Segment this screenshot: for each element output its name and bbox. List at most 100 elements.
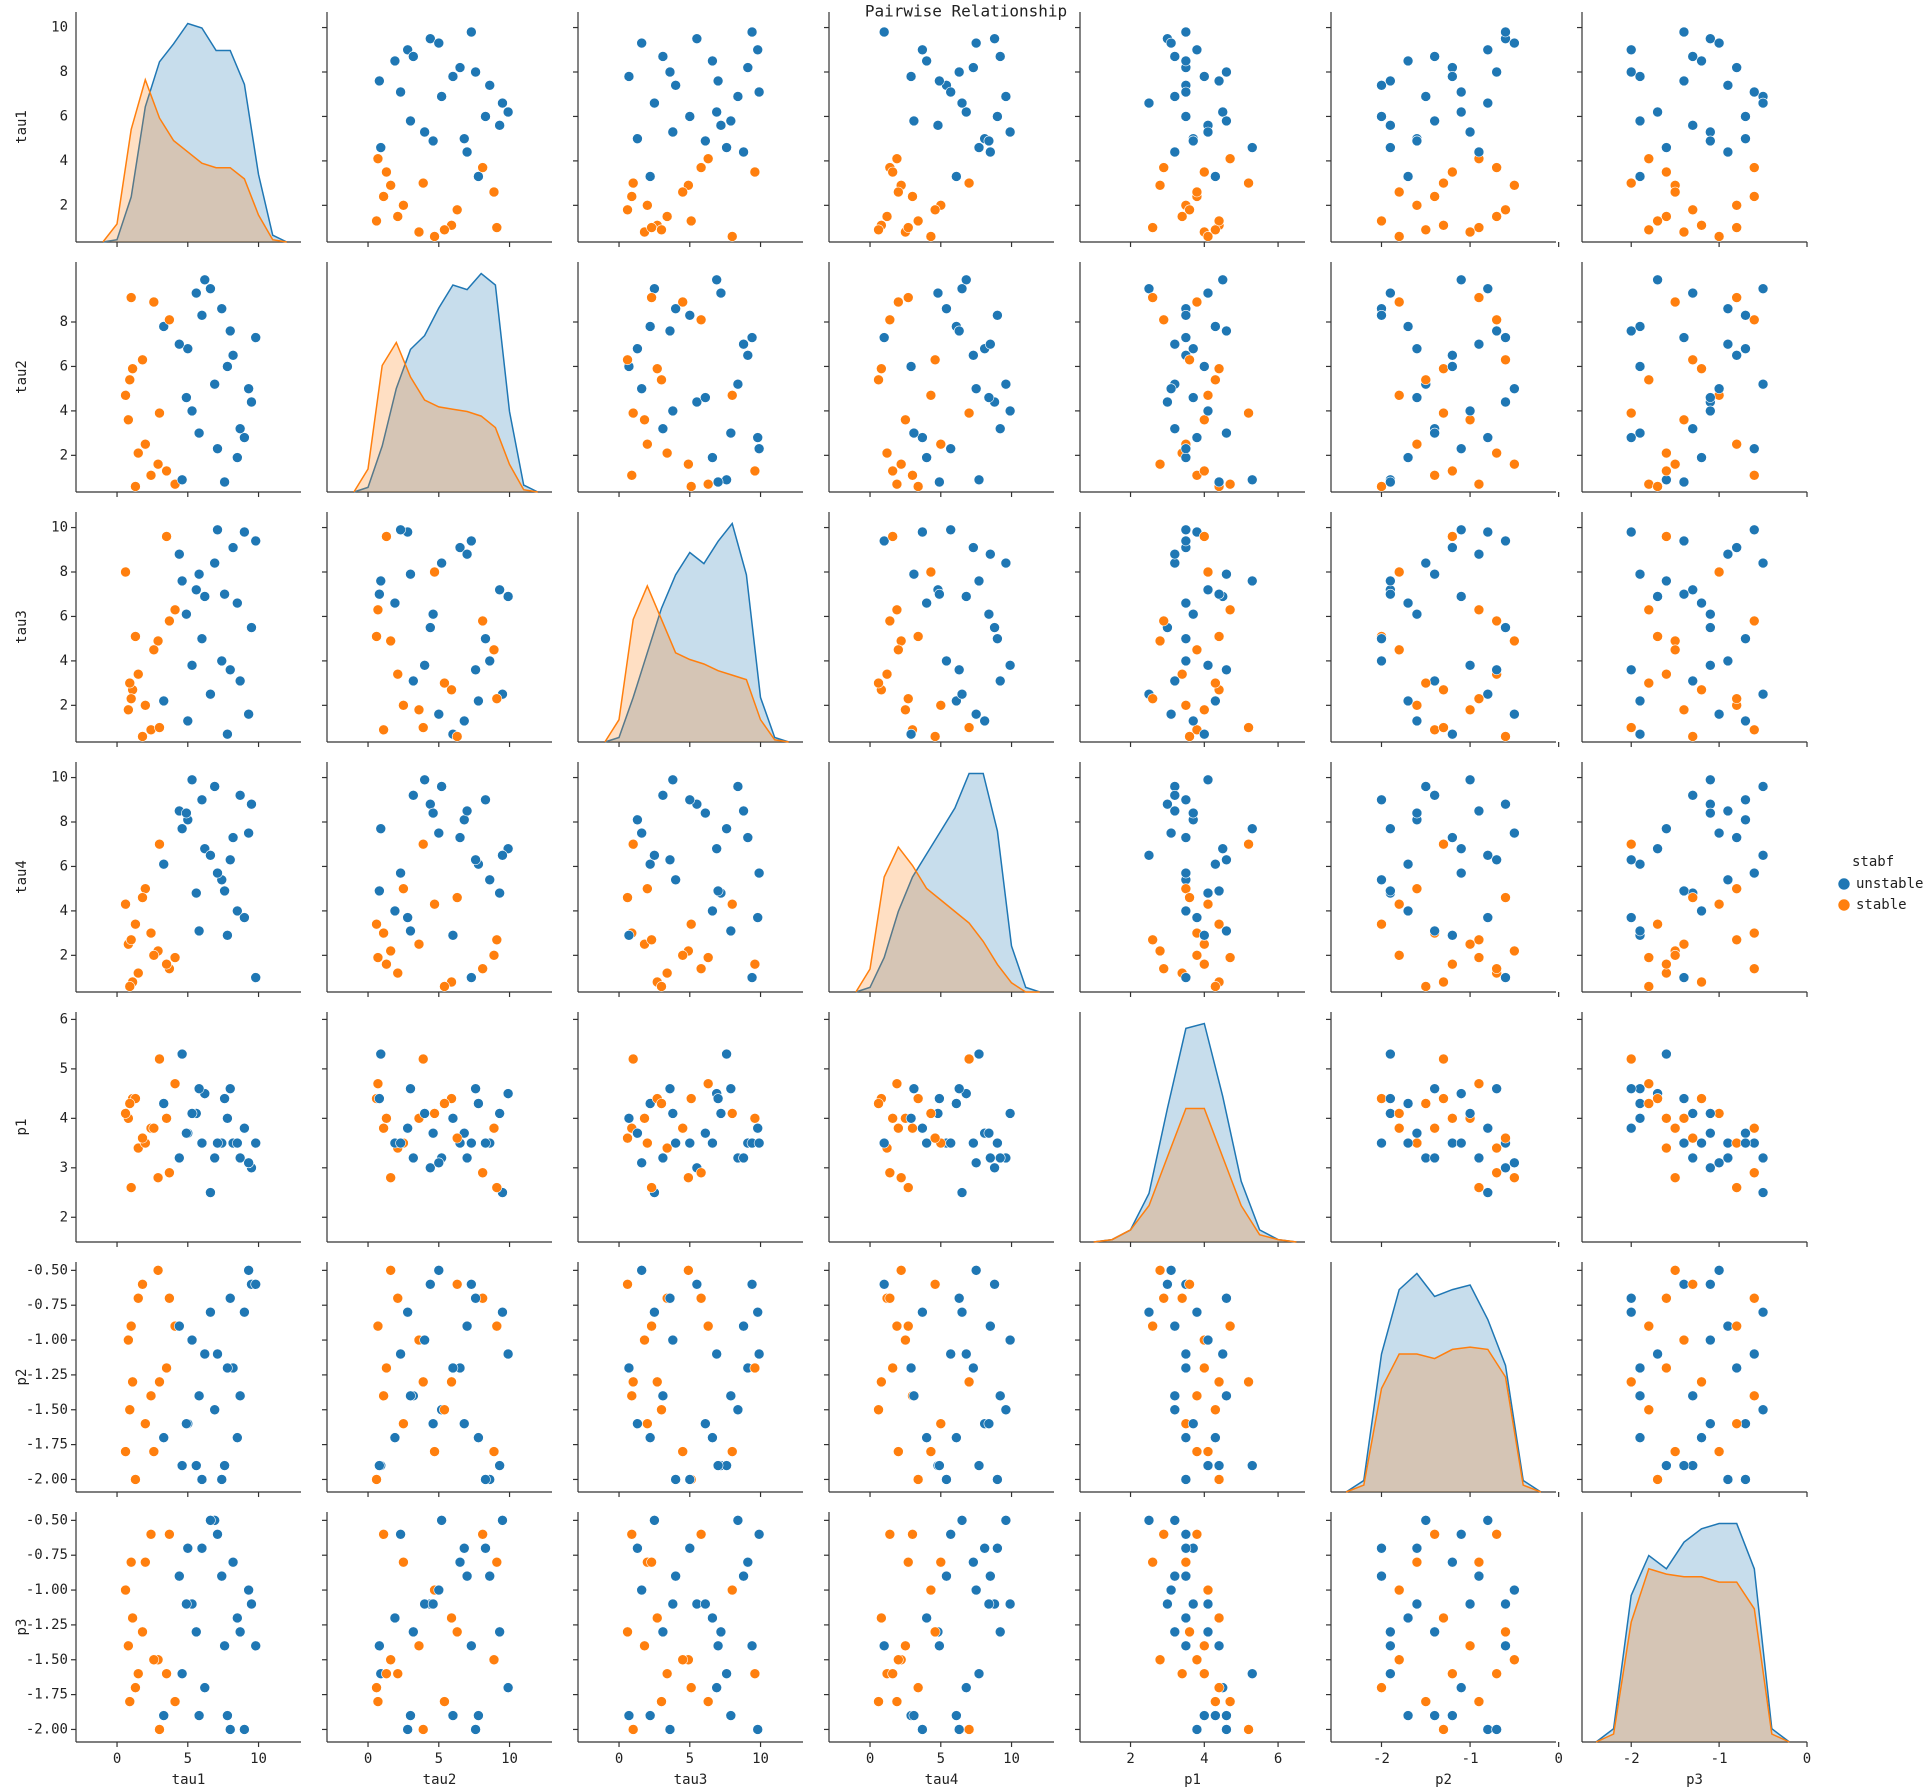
point: [148, 950, 160, 961]
point: [458, 715, 470, 727]
point: [1696, 1432, 1707, 1443]
point: [161, 1362, 172, 1374]
point: [749, 1113, 761, 1124]
point: [130, 918, 141, 930]
point: [132, 1668, 144, 1679]
point: [711, 106, 722, 118]
point: [1004, 1334, 1016, 1346]
point: [1669, 458, 1681, 470]
point: [1455, 843, 1467, 854]
point: [1491, 1724, 1502, 1735]
point: [1696, 220, 1707, 231]
point: [246, 622, 257, 633]
point: [1661, 531, 1672, 542]
point: [1748, 1390, 1760, 1402]
point: [239, 1122, 250, 1134]
point: [1187, 392, 1199, 403]
point: [907, 1529, 918, 1540]
point: [670, 1474, 681, 1485]
x-tick-label: 2: [1126, 1751, 1134, 1767]
point: [738, 146, 749, 158]
point: [1731, 1418, 1742, 1429]
point: [929, 1626, 941, 1638]
point: [466, 972, 477, 983]
point: [912, 1093, 924, 1104]
point: [378, 191, 389, 202]
point: [887, 465, 898, 477]
point: [623, 930, 635, 941]
point: [1482, 44, 1494, 56]
point: [123, 1334, 134, 1346]
point: [145, 927, 157, 939]
point: [1482, 1122, 1494, 1134]
point: [702, 952, 714, 963]
point: [670, 1137, 681, 1149]
point: [1696, 905, 1707, 917]
point: [1687, 1279, 1699, 1290]
point: [1482, 1515, 1494, 1526]
point: [127, 1612, 138, 1624]
point: [419, 126, 430, 138]
point: [1491, 963, 1502, 974]
point: [1213, 363, 1225, 374]
point: [1411, 1542, 1423, 1554]
point: [1169, 1320, 1181, 1332]
point: [1169, 423, 1181, 434]
point: [1393, 390, 1405, 401]
point: [239, 526, 250, 538]
point: [664, 1083, 676, 1094]
point: [963, 1053, 975, 1065]
point: [124, 1404, 136, 1416]
point: [1509, 635, 1520, 647]
point: [174, 548, 185, 560]
point: [1447, 1556, 1458, 1568]
point: [1473, 1556, 1485, 1568]
point: [636, 1157, 647, 1169]
point: [1210, 1710, 1221, 1721]
point: [1224, 1320, 1236, 1332]
point: [120, 898, 131, 910]
point: [1202, 405, 1214, 417]
point: [1473, 292, 1485, 303]
point: [1411, 883, 1423, 894]
point: [186, 405, 198, 417]
point: [626, 1529, 638, 1540]
point: [439, 224, 450, 236]
point: [945, 1529, 956, 1540]
point: [436, 91, 447, 102]
point: [1180, 832, 1192, 843]
point: [473, 1710, 484, 1721]
point: [1696, 1137, 1707, 1149]
point: [120, 566, 131, 578]
point: [381, 1362, 392, 1374]
point: [1004, 405, 1016, 417]
point: [664, 854, 676, 866]
point: [1464, 660, 1476, 671]
point: [385, 1172, 396, 1183]
point: [753, 86, 765, 98]
point: [934, 476, 945, 488]
point: [1740, 1474, 1751, 1485]
point: [1420, 677, 1432, 689]
point: [749, 1362, 761, 1374]
point: [381, 1668, 392, 1679]
point: [935, 700, 947, 711]
point: [1202, 1460, 1214, 1471]
point: [1210, 677, 1221, 689]
point: [494, 1460, 505, 1471]
point: [145, 1390, 157, 1402]
point: [752, 912, 764, 923]
point: [953, 66, 965, 78]
point: [746, 1640, 758, 1652]
point: [752, 44, 764, 56]
point: [1447, 465, 1458, 477]
point: [1491, 1167, 1502, 1179]
point: [1731, 222, 1742, 233]
point: [477, 1167, 488, 1179]
point: [224, 1292, 236, 1304]
point: [1210, 374, 1221, 386]
point: [626, 191, 638, 202]
point: [1634, 321, 1646, 332]
point: [427, 1598, 439, 1610]
point: [1625, 1122, 1637, 1134]
